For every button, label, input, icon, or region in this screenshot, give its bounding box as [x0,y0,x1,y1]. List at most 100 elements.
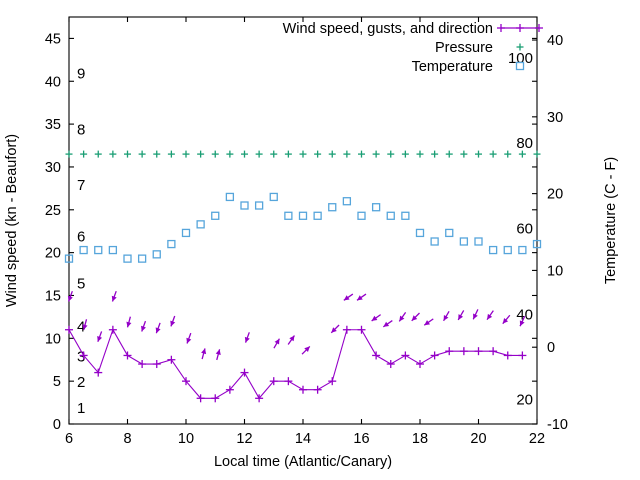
plus-marker [342,325,351,334]
square-marker [328,203,337,212]
square-marker [79,245,88,255]
gust-direction-arrow [215,349,221,361]
square-marker [240,201,249,210]
plus-marker [211,394,220,403]
y2-axis-title: Temperature (C - F) [603,157,619,284]
plus-marker [503,351,512,360]
square-marker [503,245,512,255]
square-marker [298,211,308,220]
plus-marker [65,150,73,158]
y2-tick-label: 0 [547,340,555,356]
plus-marker [225,385,234,394]
y-tick-label: 45 [45,31,61,47]
y2-tick-label: 10 [547,263,563,279]
gust-direction-arrow [486,310,494,321]
square-marker [474,237,483,246]
y-axis-title: Wind speed (kn - Beaufort) [4,134,20,307]
gust-direction-arrow [186,332,192,344]
square-marker [445,228,454,238]
plus-marker [516,24,524,32]
beaufort-label: 7 [77,177,85,194]
plus-marker [79,351,88,360]
plus-marker [123,351,132,360]
beaufort-label: 2 [77,374,85,391]
fahrenheit-label: 40 [516,306,533,323]
x-tick-label: 16 [353,431,369,447]
gust-direction-arrow [371,314,382,322]
square-marker [532,239,542,249]
gust-direction-arrow [201,348,207,360]
gust-direction-arrow [141,320,147,332]
square-marker [94,245,103,255]
gust-direction-arrow [411,312,420,322]
square-marker [108,245,118,255]
square-marker [181,228,191,238]
plus-marker [474,347,483,356]
plus-marker [284,377,293,386]
square-marker [386,211,395,220]
gust-direction-arrow [126,316,132,328]
plus-marker [372,150,380,158]
plus-marker [284,150,292,158]
gust-direction-arrow [170,315,176,327]
beaufort-label: 6 [77,228,85,245]
x-tick-label: 8 [123,431,131,447]
square-marker [64,254,74,263]
square-marker [269,192,278,202]
square-marker [342,197,352,206]
plus-marker [445,150,453,158]
plus-marker [516,43,524,51]
gust-direction-arrow [457,310,465,321]
plus-marker [65,325,73,334]
plus-marker [504,150,512,158]
y2-tick-label: -10 [547,417,568,433]
y-tick-label: 20 [45,246,61,262]
plus-marker [475,150,482,158]
square-marker [518,245,527,255]
plus-marker [182,150,190,158]
plus-marker [196,394,205,403]
plus-marker [138,150,146,158]
plus-marker [401,351,410,360]
beaufort-label: 1 [77,400,85,417]
gust-direction-arrow [472,309,479,320]
gust-direction-arrow [155,322,161,334]
legend-label-2: Temperature [412,59,493,75]
gust-direction-arrow [502,314,511,325]
gust-direction-arrow [301,345,311,355]
plus-marker [240,368,249,377]
plus-marker [460,150,468,158]
plus-marker [255,150,263,158]
plus-marker [416,150,424,158]
plus-marker [241,150,248,158]
plus-marker [489,150,497,158]
square-marker [137,254,147,263]
square-marker [488,245,498,255]
gust-direction-arrow [398,312,407,322]
plus-marker [357,325,366,334]
y-tick-label: 30 [45,160,61,176]
gust-direction-arrow [423,318,434,326]
plus-marker [518,150,526,158]
gust-direction-arrow [67,290,73,302]
plus-marker [152,360,161,369]
plus-marker [343,150,351,158]
plot-border [68,16,538,425]
plus-marker [211,150,219,158]
plus-marker [124,150,131,158]
square-marker [459,237,469,246]
gust-direction-arrow [111,290,117,302]
y-tick-label: 25 [45,203,61,219]
gust-direction-arrow [97,331,103,342]
plus-marker [416,360,424,369]
plus-marker [518,351,527,360]
y2-tick-label: 20 [547,187,563,203]
gust-direction-arrow [244,332,250,343]
square-marker [313,211,322,220]
y2-tick-label: 30 [547,110,563,126]
fahrenheit-label: 100 [508,50,533,67]
plus-marker [138,360,147,369]
plus-marker [226,150,234,158]
plus-marker [387,150,395,158]
plus-marker [328,150,336,158]
